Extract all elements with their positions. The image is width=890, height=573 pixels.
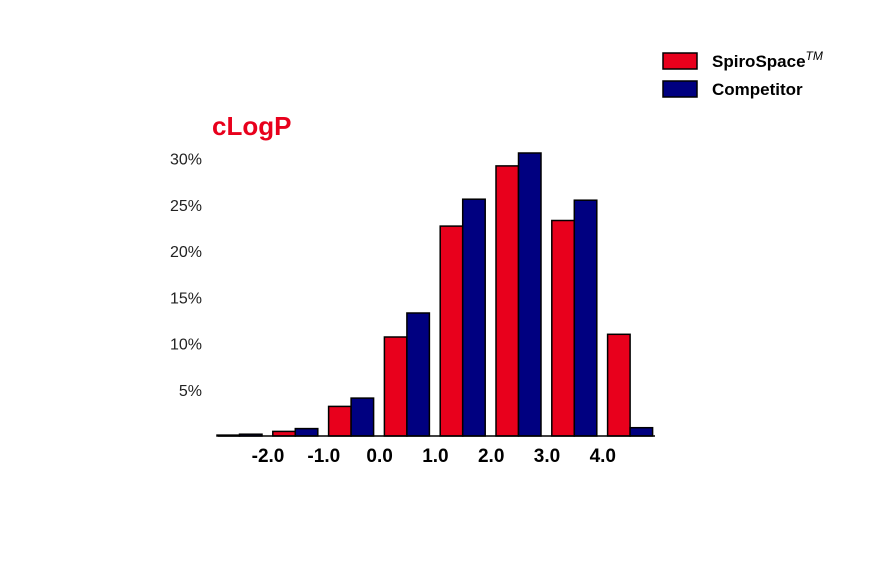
y-tick-label: 30% [170,152,202,169]
x-tick-label: 3.0 [534,446,560,467]
legend-swatch-spirospace [662,52,698,70]
bar-spirospace [495,165,520,437]
bar-spirospace [327,405,352,437]
x-tick-label: 4.0 [590,446,616,467]
legend: SpiroSpaceTM Competitor [662,49,823,99]
y-tick-label: 5% [179,383,202,400]
x-tick-label: 2.0 [478,446,504,467]
legend-label-competitor: Competitor [712,80,803,99]
bar-competitor [629,426,654,437]
bar-competitor [517,152,542,437]
x-axis-ticks: -2.0 -1.0 0.0 1.0 2.0 3.0 4.0 [252,446,616,467]
x-tick-label: 1.0 [422,446,448,467]
x-tick-label: 0.0 [366,446,392,467]
x-tick-label: -2.0 [252,446,285,467]
bar-competitor [350,397,375,437]
bar-spirospace [439,225,464,437]
y-tick-label: 20% [170,244,202,261]
bars [216,152,654,437]
chart-title: cLogP [212,111,291,141]
bar-competitor [406,312,431,437]
y-tick-label: 25% [170,198,202,215]
legend-swatch-competitor [662,80,698,98]
y-tick-label: 15% [170,290,202,307]
legend-label-spirospace: SpiroSpaceTM [712,49,823,71]
y-tick-label: 10% [170,337,202,354]
x-tick-label: -1.0 [307,446,340,467]
bar-spirospace [383,336,408,437]
y-axis-ticks: 5% 10% 15% 20% 25% 30% [170,152,202,400]
bar-spirospace [551,219,576,437]
bar-competitor [461,198,486,437]
bar-spirospace [606,333,631,437]
bar-competitor [294,427,319,437]
bar-competitor [573,199,598,437]
